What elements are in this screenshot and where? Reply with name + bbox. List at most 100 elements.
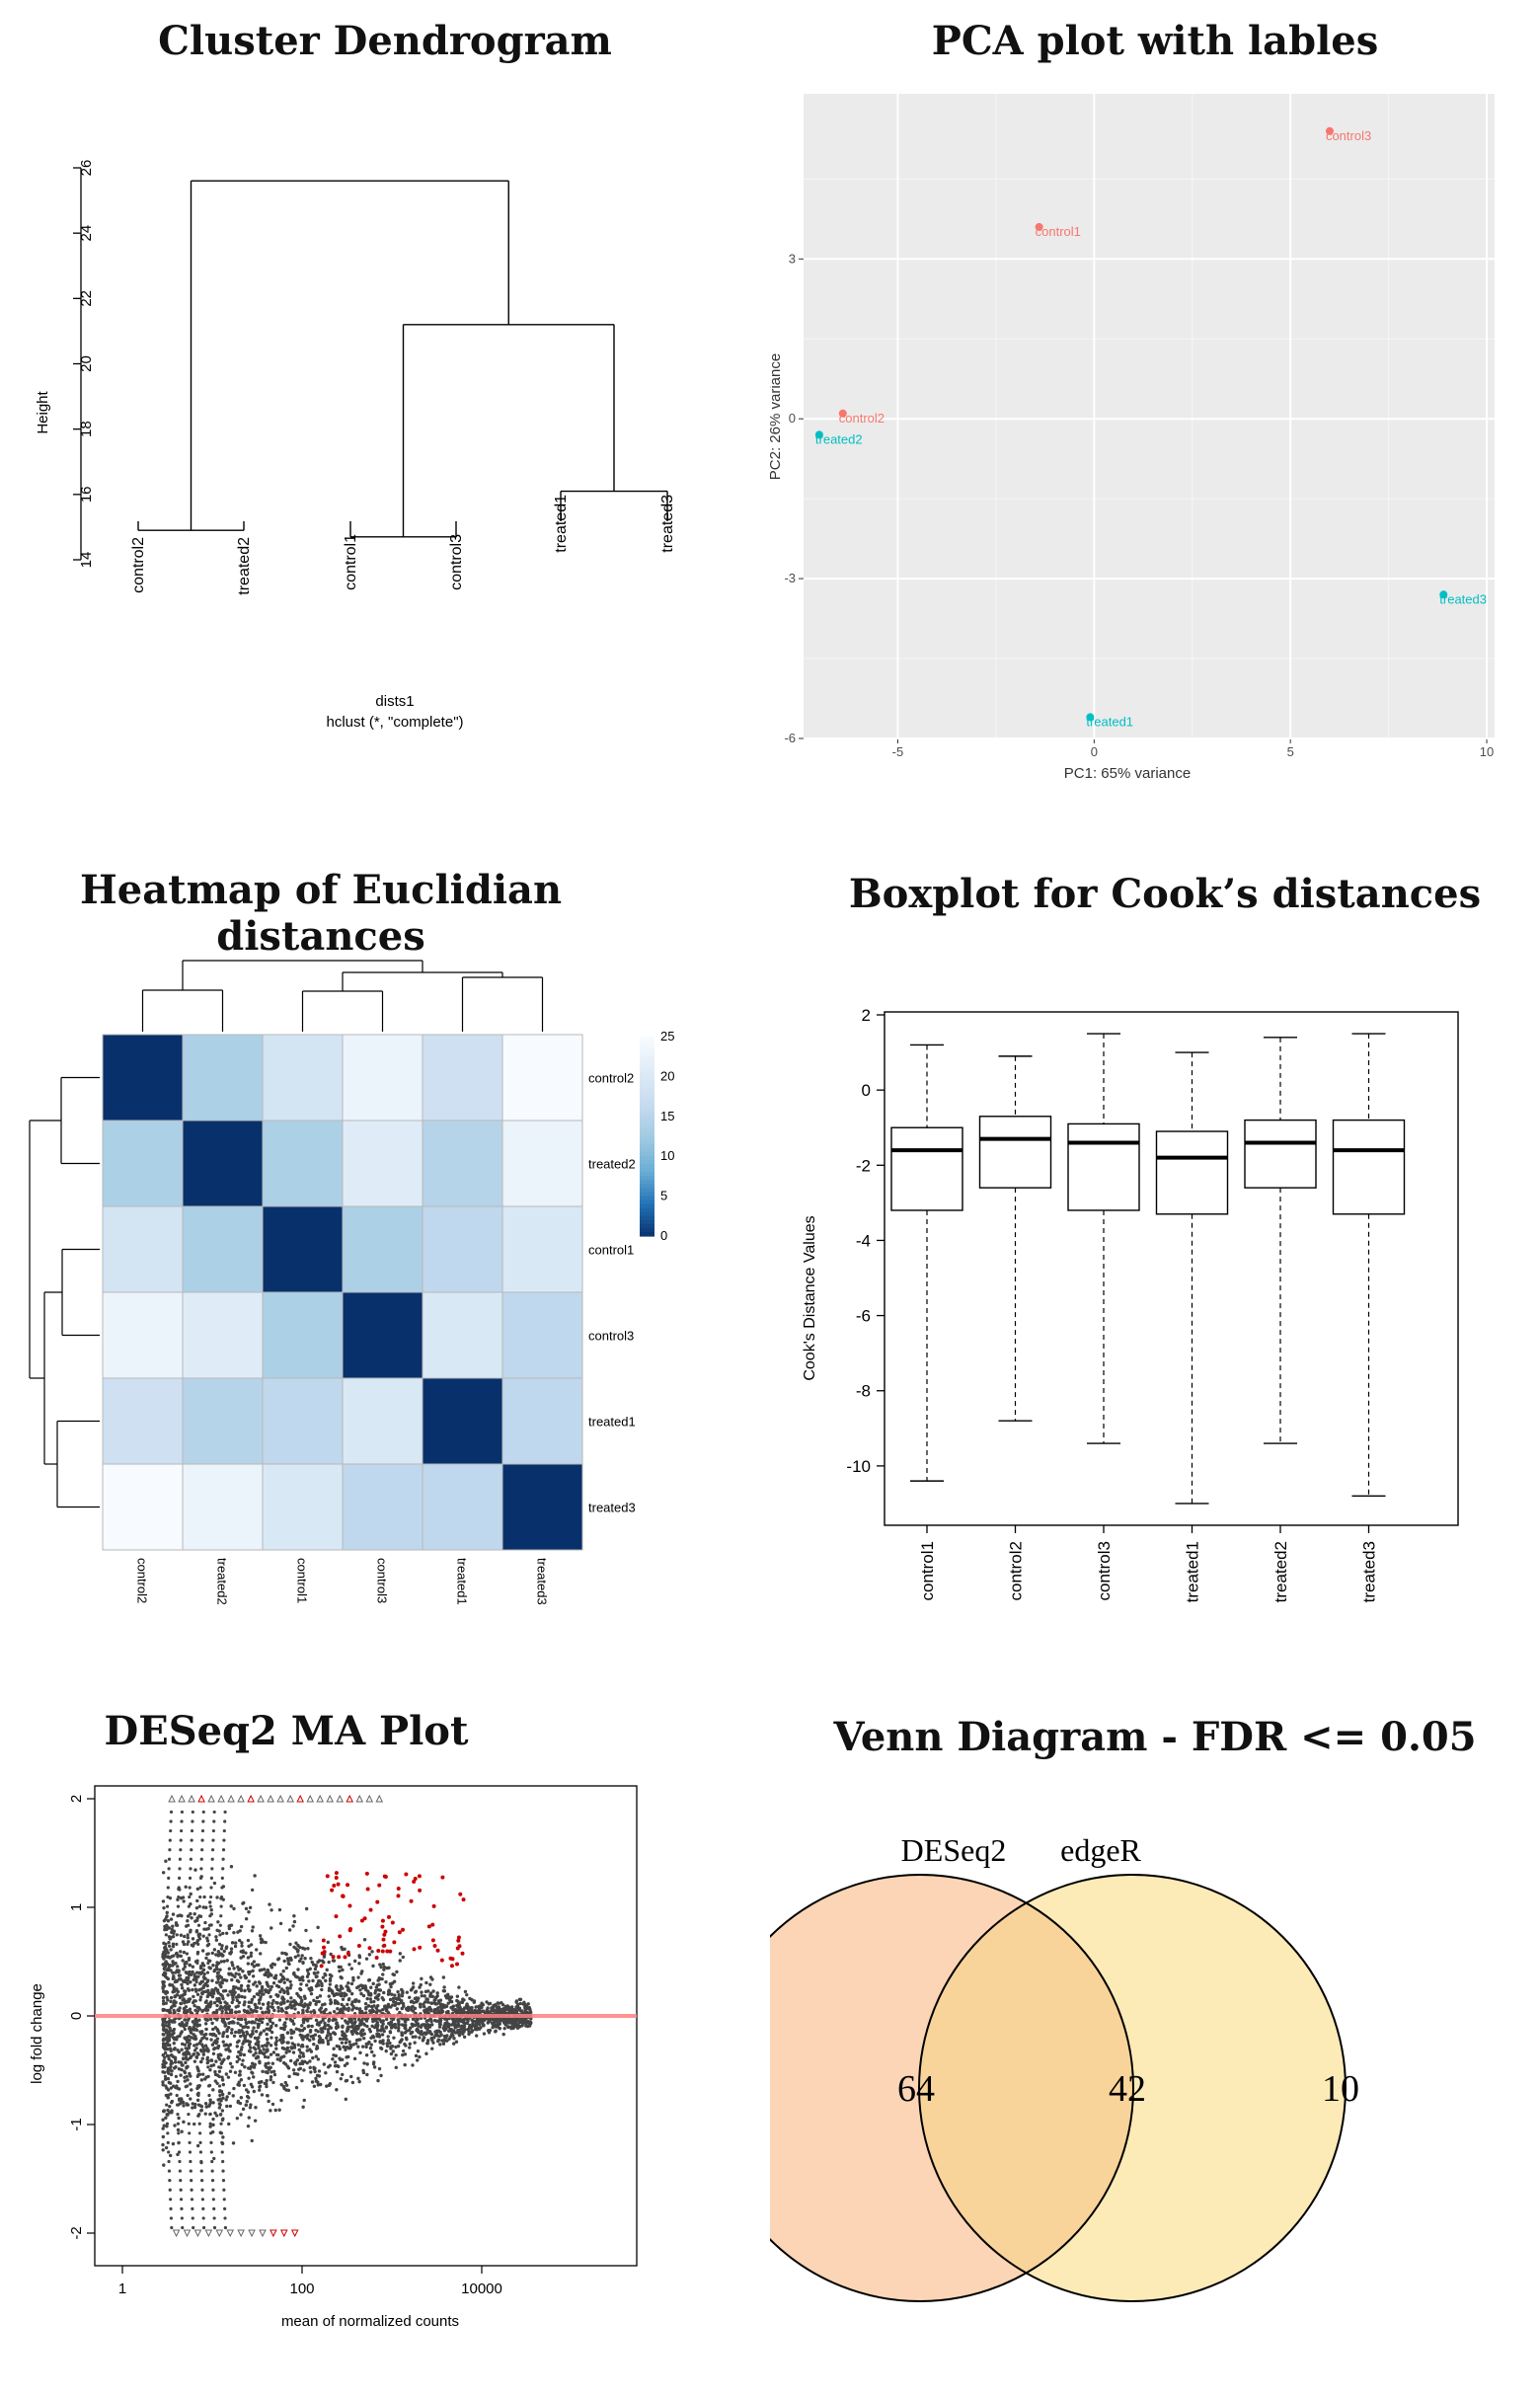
boxplot-box [1067,1122,1140,1211]
ma-point [214,2114,219,2118]
ma-point [462,2035,467,2039]
ma-point [348,2043,352,2047]
ma-point [211,1838,215,1842]
ma-point [216,2047,220,2050]
ma-point [241,2107,246,2112]
ma-point [190,1838,193,1842]
ma-point [220,2118,225,2123]
heatmap-legend-swatch [640,1104,654,1110]
ma-point [201,1905,205,1909]
ma-point [234,1972,238,1975]
ma-point [401,1991,405,1995]
ma-point [389,2051,394,2056]
ma-point [218,1968,222,1972]
boxplot-xtick-label: control3 [1095,1541,1114,1600]
ma-point [292,1914,296,1918]
boxplot-ytick-label: 2 [862,1006,871,1025]
ma-point [197,2113,201,2117]
ma-point [229,2031,234,2035]
ma-point [217,2069,222,2073]
ma-point [262,1968,267,1972]
ma-point [299,2050,303,2054]
ma-point [311,1978,315,1983]
ma-point [315,1999,319,2004]
ma-point [364,2053,369,2057]
ma-point [211,2188,215,2192]
ma-point [191,2106,194,2110]
ma-point [247,2066,251,2070]
ma-point [165,2103,169,2107]
ma-point [329,2038,333,2042]
ma-point [209,1990,213,1995]
ma-significant-point [430,1922,435,1927]
ma-point [237,2057,242,2061]
ma-point [194,2047,198,2050]
ma-point [420,1990,424,1994]
ma-point [237,1938,242,1943]
ma-point [369,1985,373,1989]
ma-point [308,2001,312,2005]
ma-point [340,1993,344,1998]
ma-point [359,1972,363,1975]
ma-point [414,2035,418,2039]
ma-point [374,2006,379,2010]
pca-point [1035,222,1043,231]
pca-point [814,430,823,439]
heatmap-legend-tick-label: 10 [660,1148,674,1163]
ma-point [326,2042,331,2047]
ma-point [368,2046,373,2050]
ma-point [209,2058,213,2062]
ma-point [210,2179,215,2183]
ma-point [176,2113,180,2117]
ma-clipped-up-marker [227,1794,235,1803]
ma-point [201,1934,205,1938]
heatmap-legend-swatch [640,1156,654,1161]
ma-point [201,1964,206,1968]
ma-point [382,1990,386,1995]
ma-point [221,2096,225,2100]
ma-point [267,2004,270,2009]
ma-point [301,2038,305,2042]
ma-point [448,2035,453,2039]
ma-point [171,1912,176,1916]
ma-point [486,2006,490,2010]
ma-point [279,2034,283,2038]
ma-point [212,2156,216,2161]
ma-point [416,2049,421,2053]
ma-point [386,1992,391,1996]
ma-clipped-down-marker [226,2229,235,2238]
ma-point [398,2040,402,2045]
ma-point [247,2020,252,2024]
ma-point [193,2008,197,2012]
ma-point [166,2096,170,2100]
ma-point [448,1996,453,2000]
ma-point [286,2066,291,2070]
venn-label-edger: edgeR [1060,1832,1141,1868]
ma-point [161,1952,165,1957]
ma-point [251,2071,255,2075]
heatmap-legend-swatch [640,1096,654,1102]
ma-point [184,2005,189,2009]
ma-point [230,1961,234,1965]
ma-point [177,1973,182,1977]
ma-point [213,2034,218,2038]
ma-point [188,2071,192,2076]
ma-point [178,2169,182,2173]
ma-point [218,1923,222,1927]
ma-point [362,2061,366,2065]
heatmap-col-label: control2 [135,1558,150,1603]
ma-point [403,2042,407,2047]
ma-point [190,1848,193,1852]
ma-point [329,2026,334,2030]
ma-point [359,1991,363,1996]
ma-xtick-label: 100 [289,2281,314,2297]
ma-point [194,1905,199,1910]
ma-point [231,2094,235,2098]
ma-point [166,1919,171,1923]
ma-point [255,2009,259,2014]
ma-significant-point [396,1887,401,1892]
ma-point [397,2023,401,2027]
ma-point [457,1985,461,1989]
ma-point [302,1947,307,1951]
ma-point [395,2007,399,2011]
